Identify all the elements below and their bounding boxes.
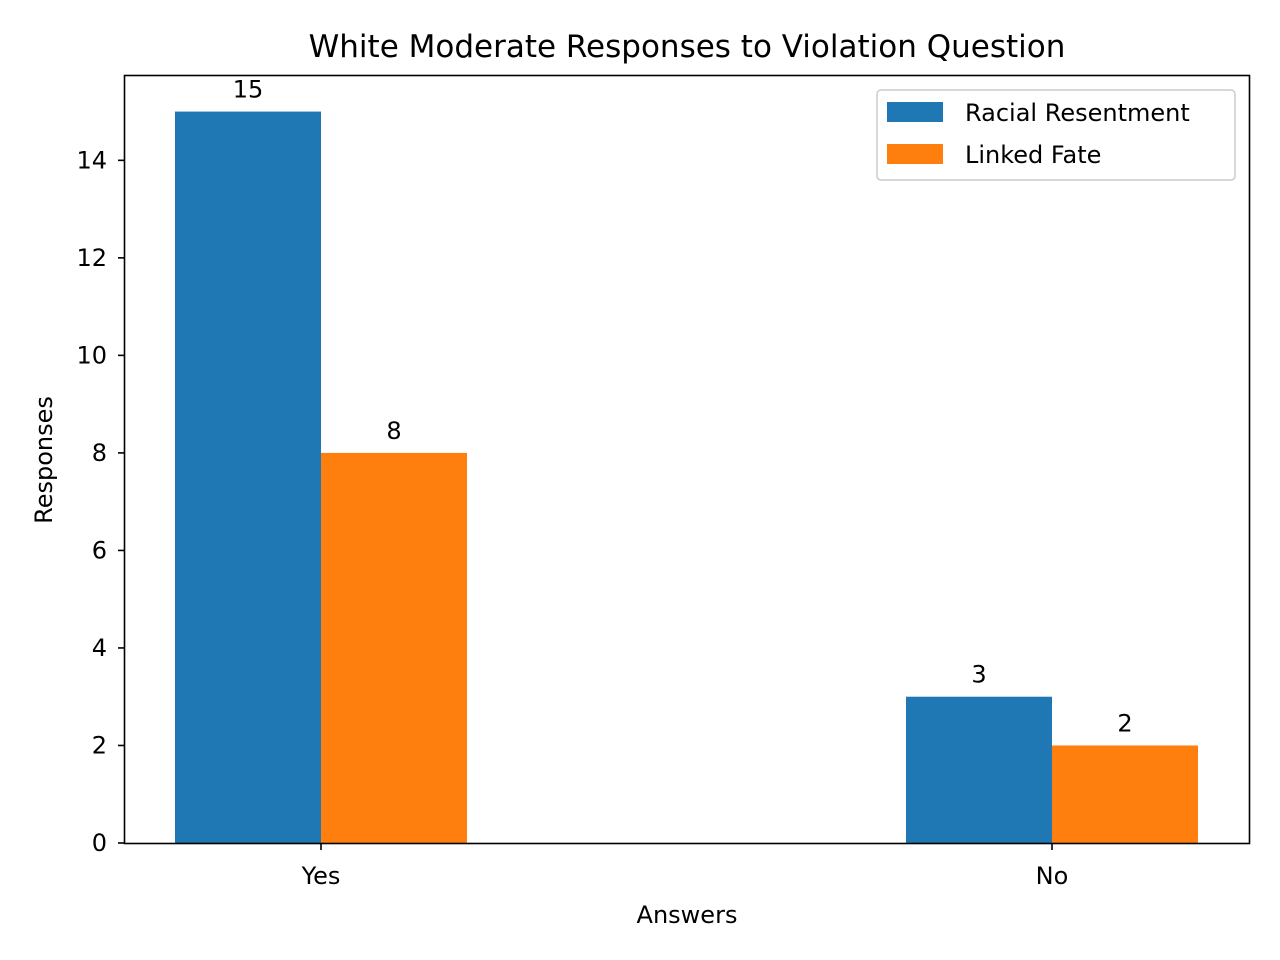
bars-group bbox=[175, 111, 1198, 844]
x-tick-label-no: No bbox=[1036, 862, 1069, 890]
data-label-linked-fate-no: 2 bbox=[1117, 709, 1132, 737]
y-tick-label: 12 bbox=[76, 244, 107, 272]
y-tick-label: 0 bbox=[92, 829, 107, 857]
chart-title: White Moderate Responses to Violation Qu… bbox=[309, 29, 1066, 65]
bar-racial-resentment-no bbox=[906, 696, 1052, 843]
plot-frame bbox=[123, 74, 1251, 845]
y-tick-label: 6 bbox=[92, 536, 107, 564]
legend-label-racial-resentment: Racial Resentment bbox=[965, 99, 1190, 127]
y-axis-label: Responses bbox=[30, 396, 58, 524]
legend-label-linked-fate: Linked Fate bbox=[965, 141, 1101, 169]
legend-box bbox=[876, 89, 1236, 181]
y-tick-label: 8 bbox=[92, 439, 107, 467]
x-axis: Yes No bbox=[301, 843, 1069, 890]
bar-linked-fate-no bbox=[1052, 745, 1198, 843]
y-axis: 0 2 4 6 8 10 12 14 bbox=[76, 146, 125, 857]
data-label-linked-fate-yes: 8 bbox=[386, 417, 401, 445]
data-label-racial-resentment-no: 3 bbox=[971, 661, 986, 689]
x-axis-label: Answers bbox=[637, 901, 738, 929]
legend-swatch-linked-fate bbox=[887, 144, 943, 164]
y-tick-label: 2 bbox=[92, 731, 107, 759]
data-label-racial-resentment-yes: 15 bbox=[233, 76, 264, 104]
y-tick-label: 4 bbox=[92, 634, 107, 662]
bar-racial-resentment-yes bbox=[175, 111, 321, 844]
legend: Racial Resentment Linked Fate bbox=[876, 89, 1236, 181]
bar-linked-fate-yes bbox=[321, 452, 467, 843]
y-tick-label: 10 bbox=[76, 341, 107, 369]
legend-swatch-racial-resentment bbox=[887, 102, 943, 122]
y-tick-label: 14 bbox=[76, 146, 107, 174]
x-tick-label-yes: Yes bbox=[301, 862, 341, 890]
data-labels-group: 15 3 8 2 bbox=[233, 76, 1133, 738]
